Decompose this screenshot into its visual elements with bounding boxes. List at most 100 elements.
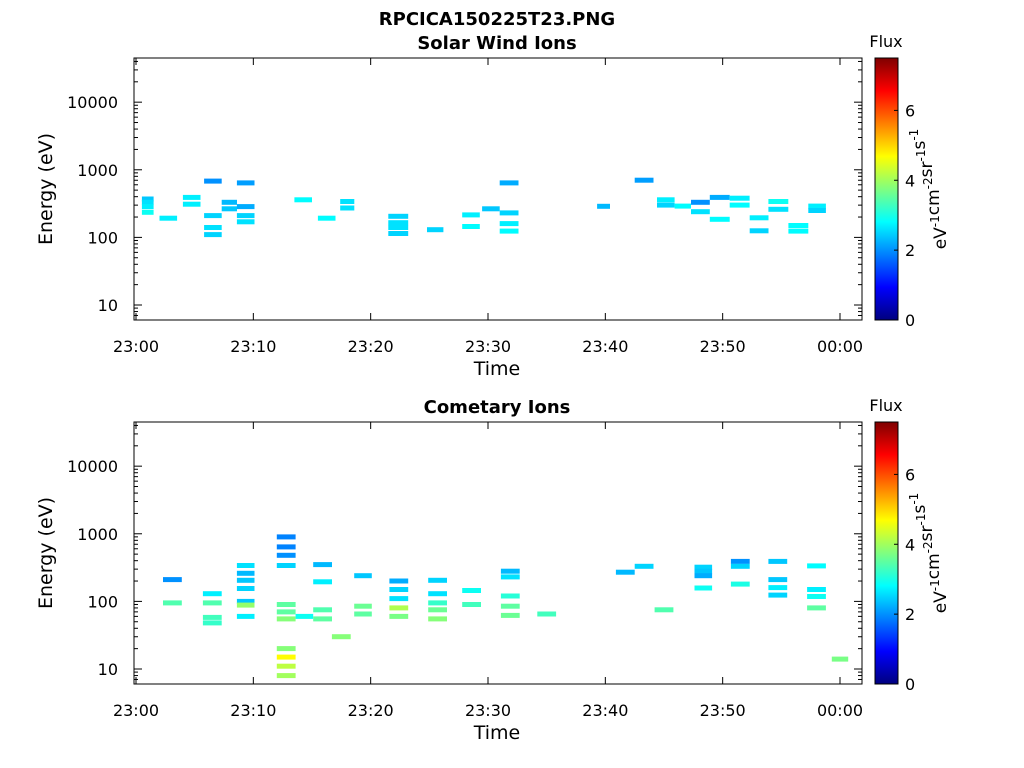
x-tick-label: 23:30 [465, 701, 511, 720]
colorbar-tick-label: 4 [905, 171, 915, 190]
spectrogram-cell [389, 578, 409, 584]
spectrogram-cell [657, 202, 675, 208]
spectrogram-cell [537, 611, 557, 617]
spectrogram-cell [657, 197, 675, 203]
spectrogram-cell [163, 600, 182, 606]
y-axis-label: Energy (eV) [35, 133, 57, 245]
unit-base: eV [931, 591, 951, 613]
spectrogram-cell [462, 212, 480, 218]
unit-exponent: -1 [928, 579, 942, 591]
spectrogram-cell [276, 609, 296, 615]
spectrogram-cell [674, 203, 691, 209]
spectrogram-cell [141, 209, 154, 215]
spectrogram-cell [768, 592, 788, 598]
spectrogram-cell [317, 215, 336, 221]
spectrogram-cell [597, 203, 610, 209]
spectrogram-cell [204, 225, 222, 230]
spectrogram-cell [749, 215, 769, 221]
spectrogram-cell [295, 613, 314, 619]
spectrogram-cell [182, 194, 201, 200]
x-tick-label: 00:00 [817, 337, 863, 356]
unit-base: s [910, 141, 930, 150]
panel-title: Solar Wind Ions [417, 33, 576, 54]
spectrogram-cell [388, 220, 409, 226]
spectrogram-cell [807, 594, 826, 599]
spectrogram-cell [389, 605, 409, 611]
spectrogram-cell [500, 568, 520, 574]
colorbar-ticks: 0 2 4 6 [894, 465, 915, 694]
spectrogram-cell [768, 585, 788, 591]
spectrogram-cell [141, 204, 154, 210]
spectrogram-cell [428, 616, 447, 622]
unit-exponent: -2 [921, 541, 935, 553]
spectrogram-cell [788, 228, 809, 234]
spectrogram-cell [462, 224, 480, 229]
x-axis-label: Time [473, 722, 521, 744]
spectrogram-cell [236, 586, 255, 591]
spectrogram-cell [462, 588, 481, 593]
colorbar-unit: eV-1cm-2sr-1s-1 [907, 493, 951, 614]
unit-base: eV [931, 227, 951, 249]
spectrogram-cell [236, 577, 255, 583]
spectrogram-cell [730, 563, 750, 569]
x-tick-label: 23:40 [582, 701, 628, 720]
x-axis-label: Time [473, 358, 521, 380]
spectrogram-cell [462, 602, 481, 607]
spectrogram-cell [236, 180, 255, 186]
y-tick-label: 1000 [77, 525, 118, 544]
spectrogram-cell [808, 203, 826, 209]
spectrogram-cell [354, 573, 372, 579]
spectrogram-cell [159, 215, 178, 221]
cometary-panel: Cometary Ions 23:00 23:10 23:20 23:30 23:40 2… [35, 397, 863, 744]
spectrogram-cell [389, 613, 409, 619]
figure-title: RPCICA150225T23.PNG [379, 9, 615, 30]
y-tick-label: 10000 [67, 93, 118, 112]
spectrogram-cell [276, 534, 296, 540]
spectrogram-cell [500, 574, 520, 580]
colorbar-tick-label: 6 [905, 465, 915, 484]
colorbar-label: Flux [869, 32, 902, 51]
spectrogram-cell [729, 202, 750, 208]
panel-title: Cometary Ions [424, 397, 571, 418]
x-tick-label: 23:50 [700, 701, 746, 720]
colorbar-tick-label: 6 [905, 101, 915, 120]
unit-base: sr [917, 525, 937, 541]
spectrogram-cell [313, 562, 332, 568]
spectrogram-cell [694, 573, 713, 579]
spectrogram-cell [221, 199, 237, 205]
spectrogram-cell [182, 201, 201, 207]
spectrogram-cell [634, 177, 654, 183]
spectrogram-cell [749, 228, 769, 234]
spectrogram-cell [808, 208, 826, 213]
spectrogram-cell [768, 199, 789, 204]
colorbar-ticks: 0 2 4 6 [894, 101, 915, 330]
spectrogram-cell [313, 579, 332, 585]
spectrogram-cell [428, 577, 447, 583]
spectrogram-cell [615, 569, 635, 575]
spectrogram-cell [388, 213, 409, 219]
spectrogram-cell [141, 196, 154, 202]
x-tick-label: 23:20 [348, 701, 394, 720]
spectrogram-cell [768, 577, 788, 583]
spectrogram-cell [276, 544, 296, 550]
spectrogram-cell [204, 178, 222, 184]
spectrogram-cell [202, 591, 222, 597]
spectrogram-cell [236, 204, 255, 210]
x-tick-label: 23:00 [113, 701, 159, 720]
y-tick-label: 100 [87, 592, 118, 611]
spectrogram-cell [276, 616, 296, 622]
spectrogram-cell [236, 219, 255, 225]
spectrogram-cell [221, 206, 237, 212]
spectrogram-cell [276, 663, 296, 669]
spectrogram-cell [236, 570, 255, 576]
spectrogram-cell [499, 228, 519, 234]
x-tick-label: 23:00 [113, 337, 159, 356]
x-tick-label: 23:10 [230, 337, 276, 356]
spectrogram-cell [428, 607, 447, 613]
colorbar-tick-label: 0 [905, 675, 915, 694]
spectrogram-cell [730, 558, 750, 564]
spectrogram-cell [354, 611, 372, 617]
